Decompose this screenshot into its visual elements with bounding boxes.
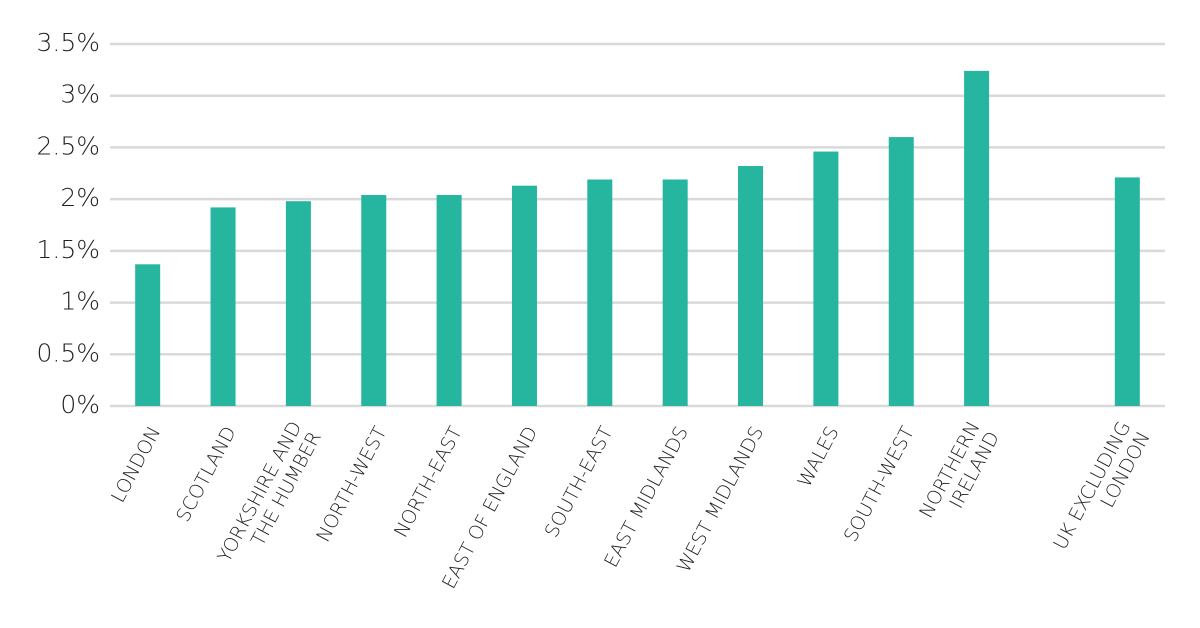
bar <box>135 264 161 406</box>
y-tick-label: 2.5% <box>36 131 100 160</box>
bar <box>361 195 387 406</box>
y-tick-label: 1% <box>60 287 100 316</box>
bar <box>1114 177 1140 406</box>
x-tick-label: SOUTH-EAST <box>540 422 617 541</box>
x-tick-label: WEST MIDLANDS <box>672 423 768 576</box>
bar <box>888 137 914 407</box>
y-tick-label: 0.5% <box>36 338 100 367</box>
y-tick-label: 3% <box>60 80 100 109</box>
x-tick-label: SOUTH-WEST <box>839 422 918 545</box>
bar <box>285 201 311 406</box>
x-tick-label: NORTHERNIRELAND <box>915 417 1004 532</box>
y-tick-label: 2% <box>60 183 100 212</box>
x-tick-label: WALES <box>793 423 843 491</box>
x-tick-label: EAST MIDLANDS <box>600 423 693 571</box>
x-tick-label: SCOTLAND <box>172 423 241 526</box>
bar <box>662 179 688 406</box>
bar <box>511 185 537 406</box>
bar <box>436 195 462 406</box>
bar <box>738 166 764 406</box>
bar <box>587 179 613 406</box>
y-tick-label: 1.5% <box>36 235 100 264</box>
x-tick-label: LONDON <box>107 423 165 507</box>
bar <box>964 70 990 407</box>
bar <box>813 151 839 406</box>
x-tick-label: NORTH-EAST <box>389 422 466 541</box>
bar <box>210 207 236 406</box>
y-tick-label: 0% <box>60 390 100 419</box>
y-tick-label: 3.5% <box>36 28 100 57</box>
x-tick-label: UK EXCLUDINGLONDON <box>1049 417 1155 563</box>
